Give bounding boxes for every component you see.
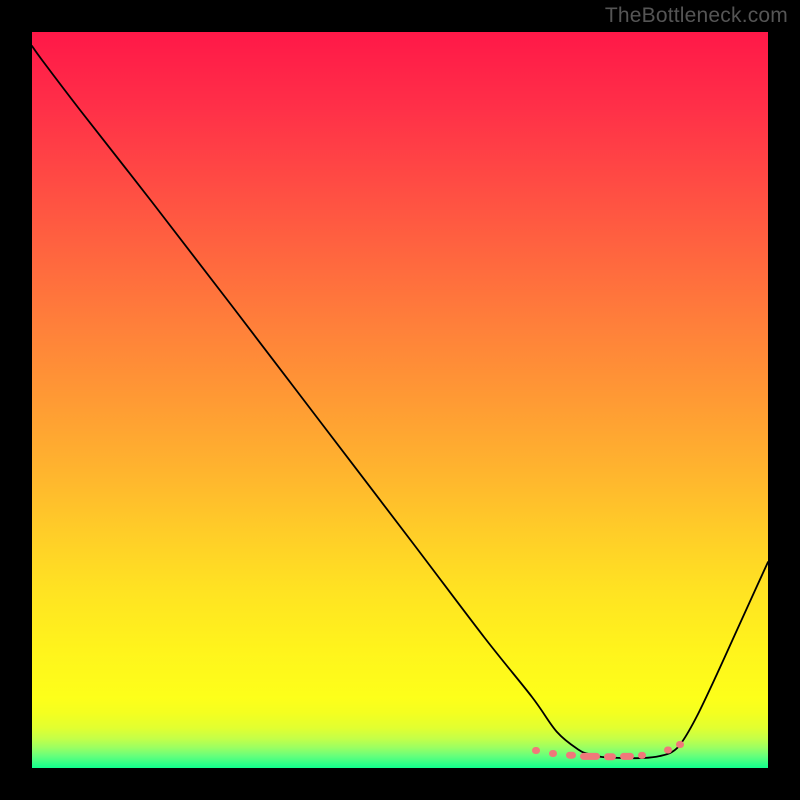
- plot-background: [32, 32, 768, 768]
- gradient-fill: [32, 32, 768, 768]
- watermark-text: TheBottleneck.com: [605, 4, 788, 28]
- figure-root: TheBottleneck.com: [0, 0, 800, 800]
